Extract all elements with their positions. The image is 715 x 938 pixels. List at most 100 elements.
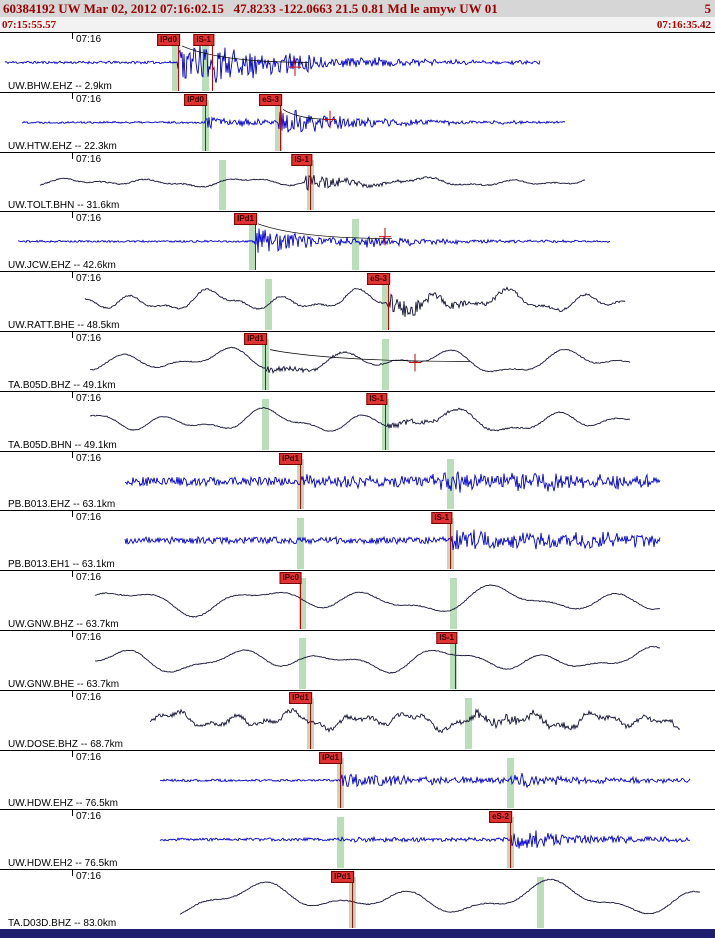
pick-line [205, 93, 206, 151]
waveform-trace[interactable] [0, 93, 715, 152]
waveform-polyline [159, 772, 691, 789]
station-label: UW.GNW.BHZ -- 63.7km [8, 618, 119, 630]
phase-pick-flag[interactable]: IPd1 [244, 332, 267, 345]
waveform-trace[interactable] [0, 691, 715, 750]
station-label: UW.RATT.BHE -- 48.5km [8, 319, 120, 331]
event-summary-text: 60384192 UW Mar 02, 2012 07:16:02.15 47.… [3, 0, 498, 16]
waveform-trace[interactable] [0, 571, 715, 630]
phase-pick-flag[interactable]: eS-3 [367, 273, 390, 286]
phase-pick-flag[interactable]: IS-1 [193, 34, 214, 46]
pick-line [300, 452, 301, 510]
station-label: UW.JCW.EHZ -- 42.6km [8, 260, 116, 272]
phase-pick-flag[interactable]: eS-3 [259, 93, 282, 106]
waveform-trace[interactable] [0, 751, 715, 810]
waveform-polyline [149, 707, 681, 734]
waveform-trace[interactable] [0, 631, 715, 690]
phase-pick-flag[interactable]: IS-1 [366, 392, 387, 405]
phase-pick-flag[interactable]: eS-2 [489, 811, 512, 824]
arrival-stripe [447, 458, 454, 510]
trace-panel[interactable]: 07:16 UW.HTW.EHZ -- 22.3km IPd0 eS-3 [0, 91, 715, 152]
minute-label: 07:16 [76, 572, 102, 584]
waveform-trace[interactable] [0, 272, 715, 331]
waveform-polyline [21, 109, 566, 133]
waveform-trace[interactable] [0, 452, 715, 511]
arrival-stripe [299, 578, 306, 629]
station-label: UW.HDW.EH2 -- 76.5km [8, 858, 118, 870]
minute-tick [72, 451, 73, 458]
trace-panel[interactable]: 07:16 TA.B05D.BHZ -- 49.1km IPd1 [0, 330, 715, 391]
phase-pick-flag[interactable]: IPd1 [331, 871, 354, 884]
pick-line [178, 34, 179, 91]
minute-label: 07:16 [76, 452, 102, 464]
phase-pick-flag[interactable]: IPd1 [289, 691, 312, 704]
phase-pick-flag[interactable]: IPc0 [279, 572, 302, 585]
arrival-stripe [450, 578, 457, 629]
arrival-stripe [172, 40, 179, 91]
waveform-trace[interactable] [0, 810, 715, 869]
trace-panel[interactable]: 07:16 PB.B013.EHZ -- 63.1km IPd1 [0, 450, 715, 511]
minute-tick [72, 810, 73, 817]
coda-decay-curve [257, 223, 393, 240]
waveform-trace[interactable] [0, 212, 715, 271]
trace-panel[interactable]: 07:16 TA.B05D.BHN -- 49.1km IS-1 [0, 390, 715, 451]
trace-panel[interactable]: 07:16 UW.DOSE.BHZ -- 68.7km IPd1 [0, 689, 715, 750]
waveform-polyline [125, 471, 661, 493]
trace-panel[interactable]: 07:16 UW.GNW.BHE -- 63.7km IS-1 [0, 629, 715, 690]
trace-panel[interactable]: 07:16 UW.HDW.EH2 -- 76.5km eS-2 [0, 809, 715, 870]
minute-tick [72, 571, 73, 578]
arrival-stripe [352, 219, 359, 271]
waveform-trace[interactable] [0, 33, 715, 92]
waveform-trace[interactable] [0, 392, 715, 451]
pick-line [388, 273, 389, 330]
bottom-scrollbar[interactable] [0, 929, 715, 938]
waveform-trace[interactable] [0, 332, 715, 391]
pick-line [212, 34, 213, 91]
phase-pick-flag[interactable]: IPd1 [234, 213, 257, 226]
pick-line [510, 811, 511, 869]
phase-pick-flag[interactable]: IS-1 [436, 631, 457, 644]
arrival-stripe [382, 338, 389, 390]
phase-pick-flag[interactable]: IPd1 [319, 751, 342, 764]
station-label: UW.TOLT.BHN -- 31.6km [8, 200, 120, 212]
pick-line [300, 572, 301, 629]
minute-tick [72, 690, 73, 697]
trace-panel[interactable]: 07:16 UW.HDW.EHZ -- 76.5km IPd1 [0, 749, 715, 810]
trace-panel[interactable]: 07:16 UW.JCW.EHZ -- 42.6km IPd1 [0, 211, 715, 272]
arrival-stripe [337, 817, 344, 869]
arrival-stripe [299, 637, 306, 689]
phase-pick-flag[interactable]: IS-1 [291, 153, 312, 166]
pick-line [310, 153, 311, 211]
station-label: PB.B013.EHZ -- 63.1km [8, 499, 116, 511]
trace-panel[interactable]: 07:16 UW.RATT.BHE -- 48.5km eS-3 [0, 271, 715, 331]
arrival-stripe [219, 159, 226, 211]
waveform-polyline [17, 228, 611, 254]
phase-pick-flag[interactable]: IPd1 [279, 452, 302, 465]
waveform-trace[interactable] [0, 153, 715, 212]
trace-panel[interactable]: 07:16 PB.B013.EH1 -- 63.1km IS-1 [0, 510, 715, 571]
arrival-stripe [507, 757, 514, 809]
minute-label: 07:16 [76, 153, 102, 165]
trace-panel[interactable]: 07:16 TA.D03D.BHZ -- 83.0km IPd1 [0, 869, 715, 929]
station-label: UW.DOSE.BHZ -- 68.7km [8, 738, 124, 750]
waveform-trace[interactable] [0, 870, 715, 929]
trace-panel[interactable]: 07:16 UW.GNW.BHZ -- 63.7km IPc0 [0, 570, 715, 630]
phase-pick-flag[interactable]: IPd0 [184, 93, 207, 106]
station-label: TA.B05D.BHZ -- 49.1km [8, 379, 116, 391]
window-start-time: 07:15:55.57 [2, 18, 57, 31]
waveform-polyline [90, 346, 631, 374]
arrival-stripe [262, 398, 269, 450]
phase-pick-flag[interactable]: IPd0 [157, 34, 180, 46]
station-label: UW.BHW.EHZ -- 2.9km [8, 80, 112, 92]
minute-tick [72, 272, 73, 279]
waveform-polyline [179, 878, 701, 915]
minute-tick [72, 92, 73, 99]
phase-pick-flag[interactable]: IS-1 [431, 512, 452, 525]
trace-panel[interactable]: 07:16 UW.BHW.EHZ -- 2.9km IPd0 IS-1 [0, 32, 715, 92]
minute-tick [72, 630, 73, 637]
waveform-trace[interactable] [0, 511, 715, 570]
waveform-polyline [95, 645, 661, 674]
minute-label: 07:16 [76, 213, 102, 225]
trace-panel[interactable]: 07:16 UW.TOLT.BHN -- 31.6km IS-1 [0, 151, 715, 212]
minute-tick [72, 33, 73, 39]
